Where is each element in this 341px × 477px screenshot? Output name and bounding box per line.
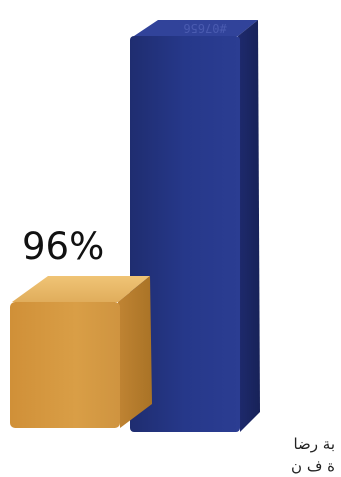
bar-2-side [238,20,260,432]
bar-1 [10,276,152,428]
caption-line-1: بة رضا [293,435,335,453]
caption-text: بة رضا ة ف ن [225,433,335,477]
bar-2-front [130,36,240,432]
bar-1-data-label: 96% [22,225,105,268]
bar-2-top [134,20,258,36]
bar-1-side [118,276,152,428]
caption-line-2: ة ف ن [291,457,335,475]
bar-1-top [12,276,150,302]
bar-2-top-text: #07656 [183,21,226,35]
bar-2: #07656 [130,20,260,432]
bar-1-front [10,302,120,428]
